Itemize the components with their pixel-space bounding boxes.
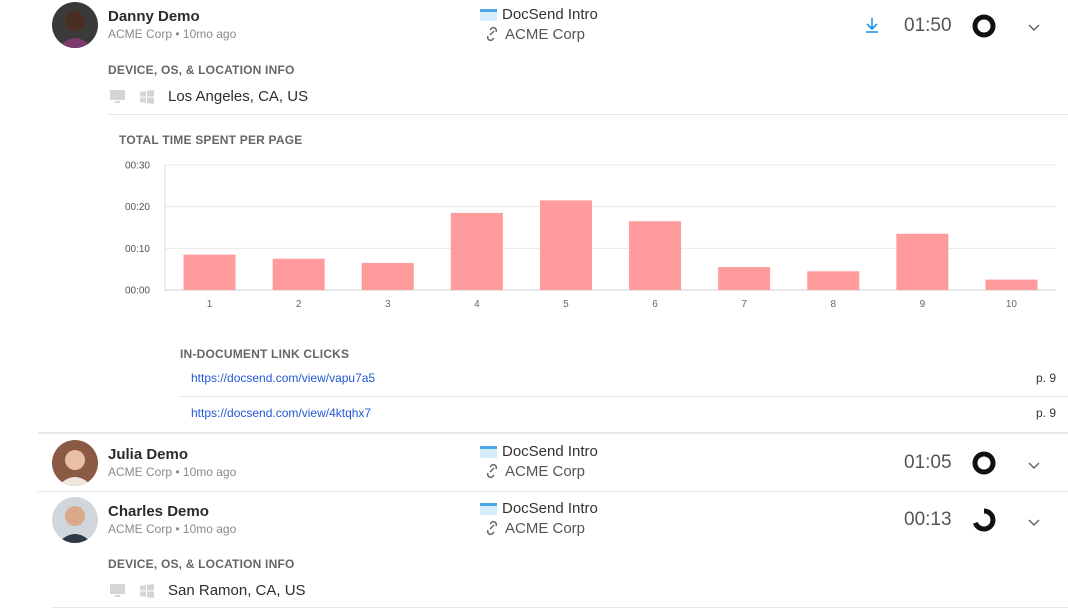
download-icon[interactable]: [864, 16, 880, 39]
time-per-page-chart: 00:00 00:10 00:20 00:30 1 2 3 4 5 6 7 8 9 10: [125, 161, 1056, 310]
link-icon: [485, 26, 499, 47]
x-tick-label: 9: [920, 299, 926, 310]
windows-icon: [139, 89, 155, 110]
y-tick-label: 00:30: [125, 161, 150, 172]
y-tick-label: 00:20: [125, 202, 150, 213]
link-clicks-title: IN-DOCUMENT LINK CLICKS: [180, 347, 350, 361]
chart-bar[interactable]: [272, 258, 325, 290]
chart-bar[interactable]: [985, 279, 1038, 290]
chart-bar[interactable]: [718, 267, 771, 290]
link-name[interactable]: ACME Corp: [505, 26, 586, 43]
link-click-page: p. 9: [1036, 406, 1057, 420]
document-thumbnail-icon: [480, 503, 497, 515]
avatar-charles: [52, 497, 98, 543]
visitor-meta: ACME Corp • 10mo ago: [108, 465, 237, 479]
view-duration: 01:05: [904, 452, 952, 473]
link-icon: [485, 520, 499, 541]
device-info-title: DEVICE, OS, & LOCATION INFO: [108, 557, 295, 571]
chart-bar[interactable]: [896, 233, 949, 290]
completion-ring-icon: [971, 450, 997, 481]
visitor-name[interactable]: Charles Demo: [108, 503, 209, 520]
location: Los Angeles, CA, US: [168, 88, 309, 105]
x-tick-label: 10: [1006, 299, 1018, 310]
document-thumbnail-icon: [480, 9, 497, 21]
avatar-julia: [52, 440, 98, 486]
view-duration: 00:13: [904, 509, 952, 530]
document-name[interactable]: DocSend Intro: [502, 443, 598, 460]
x-tick-label: 7: [741, 299, 747, 310]
chevron-down-icon[interactable]: [1027, 515, 1041, 533]
chart-bar[interactable]: [629, 221, 682, 290]
document-name[interactable]: DocSend Intro: [502, 500, 598, 517]
visitor-meta: ACME Corp • 10mo ago: [108, 27, 237, 41]
chevron-down-icon[interactable]: [1027, 20, 1041, 38]
link-name[interactable]: ACME Corp: [505, 520, 586, 537]
desktop-icon: [109, 583, 126, 603]
link-icon: [485, 463, 499, 484]
visitor-name[interactable]: Julia Demo: [108, 446, 189, 463]
x-tick-label: 4: [474, 299, 480, 310]
x-tick-label: 6: [652, 299, 658, 310]
link-name[interactable]: ACME Corp: [505, 463, 586, 480]
chart-bar[interactable]: [807, 271, 860, 290]
chart-bar[interactable]: [361, 262, 414, 290]
x-tick-label: 8: [830, 299, 836, 310]
visitor-meta: ACME Corp • 10mo ago: [108, 522, 237, 536]
chart-bar[interactable]: [183, 254, 236, 290]
desktop-icon: [109, 89, 126, 109]
x-tick-label: 1: [207, 299, 213, 310]
completion-ring-icon: [971, 13, 997, 44]
completion-ring-icon: [971, 507, 997, 538]
y-tick-label: 00:00: [125, 286, 150, 297]
document-name[interactable]: DocSend Intro: [502, 6, 598, 23]
device-info-title: DEVICE, OS, & LOCATION INFO: [108, 63, 295, 77]
link-click-url[interactable]: https://docsend.com/view/4ktqhx7: [191, 406, 372, 420]
view-duration: 01:50: [904, 15, 952, 36]
avatar-danny: [52, 2, 98, 48]
chevron-down-icon[interactable]: [1027, 458, 1041, 476]
link-click-page: p. 9: [1036, 371, 1057, 385]
x-tick-label: 3: [385, 299, 391, 310]
y-tick-label: 00:10: [125, 244, 150, 255]
chart-bar[interactable]: [450, 212, 503, 290]
document-thumbnail-icon: [480, 446, 497, 458]
link-click-url[interactable]: https://docsend.com/view/vapu7a5: [191, 371, 376, 385]
chart-title: TOTAL TIME SPENT PER PAGE: [119, 133, 303, 147]
x-tick-label: 5: [563, 299, 569, 310]
location: San Ramon, CA, US: [168, 582, 306, 599]
chart-bar[interactable]: [539, 200, 592, 290]
x-tick-label: 2: [296, 299, 302, 310]
windows-icon: [139, 583, 155, 604]
visitor-name[interactable]: Danny Demo: [108, 8, 200, 25]
